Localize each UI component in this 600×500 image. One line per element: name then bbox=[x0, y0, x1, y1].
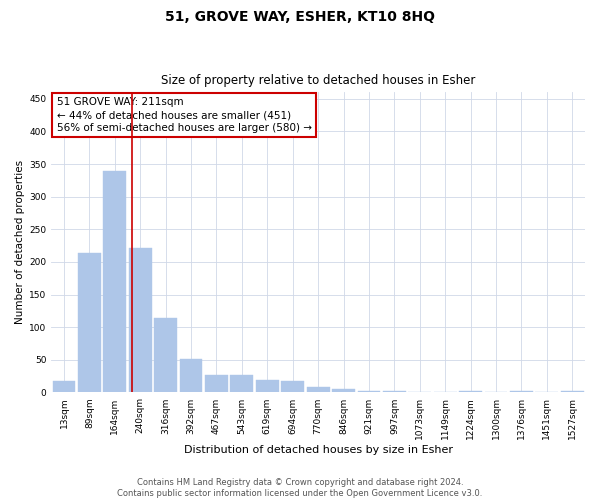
Title: Size of property relative to detached houses in Esher: Size of property relative to detached ho… bbox=[161, 74, 475, 87]
Bar bbox=[230, 376, 253, 392]
X-axis label: Distribution of detached houses by size in Esher: Distribution of detached houses by size … bbox=[184, 445, 452, 455]
Bar bbox=[307, 387, 329, 392]
Bar bbox=[510, 390, 533, 392]
Text: Contains HM Land Registry data © Crown copyright and database right 2024.
Contai: Contains HM Land Registry data © Crown c… bbox=[118, 478, 482, 498]
Bar bbox=[103, 172, 126, 392]
Bar bbox=[205, 376, 228, 392]
Bar bbox=[78, 253, 101, 392]
Bar bbox=[179, 359, 202, 392]
Bar bbox=[459, 390, 482, 392]
Bar bbox=[383, 391, 406, 392]
Bar bbox=[281, 380, 304, 392]
Bar bbox=[561, 390, 584, 392]
Bar bbox=[129, 248, 152, 392]
Bar bbox=[332, 388, 355, 392]
Bar bbox=[256, 380, 279, 392]
Bar bbox=[53, 382, 76, 392]
Bar bbox=[154, 318, 177, 392]
Text: 51 GROVE WAY: 211sqm
← 44% of detached houses are smaller (451)
56% of semi-deta: 51 GROVE WAY: 211sqm ← 44% of detached h… bbox=[56, 97, 311, 133]
Y-axis label: Number of detached properties: Number of detached properties bbox=[15, 160, 25, 324]
Text: 51, GROVE WAY, ESHER, KT10 8HQ: 51, GROVE WAY, ESHER, KT10 8HQ bbox=[165, 10, 435, 24]
Bar bbox=[358, 391, 380, 392]
